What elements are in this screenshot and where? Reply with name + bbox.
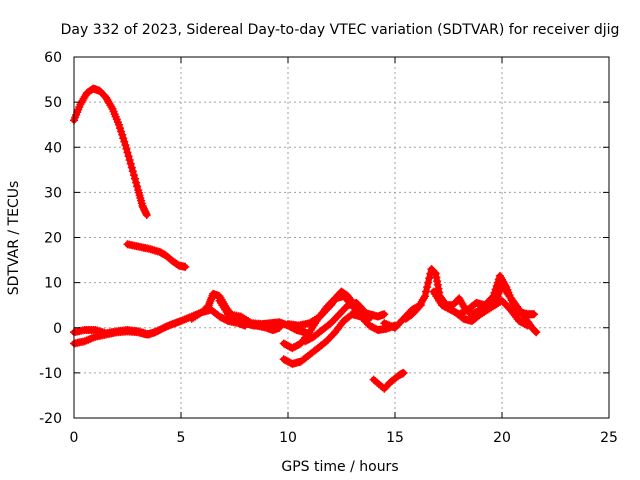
data-point [80,337,89,346]
y-tick-label: 10 [44,276,62,292]
x-tick-label: 5 [177,430,186,446]
series-arc-10 [279,310,399,368]
data-point [132,178,141,187]
y-tick-label: 20 [44,231,62,247]
y-axis-label: SDTVAR / TECUs [6,181,22,296]
data-point [245,318,254,327]
data-point [126,159,135,168]
data-point [380,319,389,328]
y-tick-label: 60 [44,50,62,66]
axis-ticks: 0 5 10 15 20 25 -20 -10 0 10 20 30 40 50 60 [39,50,618,446]
series-arc-11 [301,298,374,346]
data-layer [70,84,541,393]
data-point [530,310,539,319]
x-tick-label: 0 [70,430,79,446]
y-tick-label: 30 [44,185,62,201]
data-point [430,268,439,277]
data-point [501,281,510,290]
data-point [364,313,373,322]
data-point [206,297,215,306]
data-point [146,329,155,338]
chart-title: Day 332 of 2023, Sidereal Day-to-day VTE… [61,22,620,38]
data-point [177,317,185,325]
data-point [181,262,190,271]
data-point [128,167,137,176]
x-tick-label: 25 [600,430,618,446]
series-arc-2 [123,240,190,271]
data-point [488,293,496,302]
data-point [87,334,96,343]
series-arc-12 [369,368,408,393]
data-point [383,320,392,329]
data-point [107,103,116,111]
x-tick-label: 20 [493,430,511,446]
data-point [424,278,433,287]
y-tick-label: 0 [53,321,62,337]
data-point [142,210,151,219]
data-point [133,182,142,191]
data-point [131,174,139,183]
data-point [125,156,134,164]
data-point [121,141,130,149]
data-point [380,310,389,319]
series-arc-15 [429,271,539,319]
x-tick-label: 15 [386,430,404,446]
data-point [129,171,138,180]
y-tick-label: 50 [44,95,62,111]
x-axis-label: GPS time / hours [281,459,398,475]
data-point [84,335,93,344]
data-point [142,209,150,218]
y-tick-label: 40 [44,140,62,156]
grid-lines [74,57,609,418]
series-arc-9 [279,292,363,353]
series-arc-1 [70,84,151,219]
data-point [122,144,131,153]
data-point [124,152,133,161]
data-point [127,163,136,172]
data-point [365,314,374,323]
y-tick-label: -10 [39,366,62,382]
data-point [123,148,132,157]
data-point [153,326,162,335]
data-point [180,315,189,324]
series-arc-4 [70,326,164,339]
data-point [532,328,541,337]
data-point [399,368,408,377]
data-point [419,294,428,302]
y-tick-label: -20 [39,411,62,427]
x-tick-label: 10 [279,430,297,446]
data-point [522,320,531,329]
data-point [425,274,434,283]
data-point [155,326,164,335]
data-point [423,283,432,292]
data-point [150,328,159,337]
data-point [421,292,429,301]
series-arc-16 [450,296,532,330]
data-point [422,287,430,296]
data-point [523,321,532,330]
